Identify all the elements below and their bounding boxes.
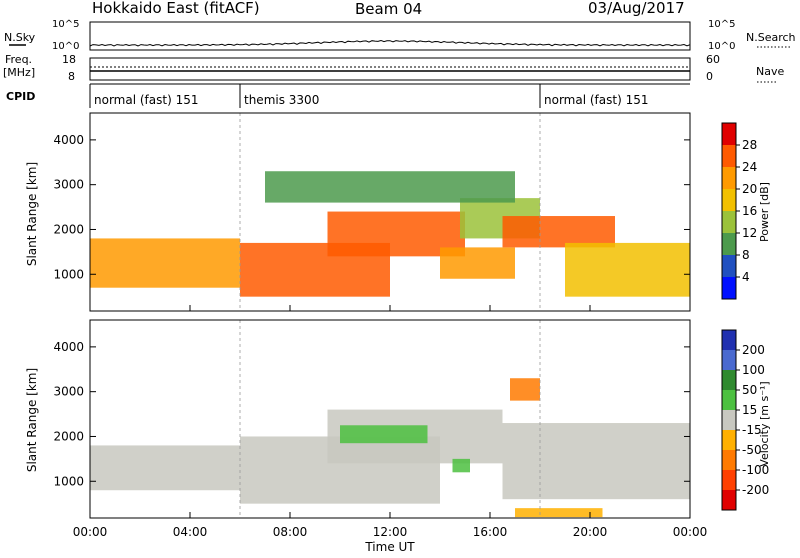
heatmap-cell xyxy=(502,216,615,248)
colorbar-swatch xyxy=(722,277,736,299)
x-tick-label: 08:00 xyxy=(273,525,308,539)
power-heatmap xyxy=(90,113,690,311)
colorbar-swatch xyxy=(722,470,736,490)
x-tick-label: 00:00 xyxy=(73,525,108,539)
nave-label: Nave xyxy=(756,65,784,78)
heatmap-cell xyxy=(565,242,690,297)
x-ticks: 00:00 04:00 08:00 12:00 16:00 20:00 00:00 xyxy=(73,305,708,539)
velocity-y-axis-label: Slant Range [km] xyxy=(25,368,39,472)
nave-tick-bottom: 0 xyxy=(706,70,713,83)
colorbar-tick-label: 12 xyxy=(742,226,757,240)
freq-label: Freq. xyxy=(5,53,32,66)
power-y-axis-label: Slant Range [km] xyxy=(25,162,39,266)
heatmap-cell xyxy=(90,445,240,491)
x-tick-label: 20:00 xyxy=(573,525,608,539)
colorbar-swatch xyxy=(722,255,736,277)
velocity-colorbar: 200 100 50 15 -15 -50 -100 -200 xyxy=(721,329,769,511)
y-tick-label: 2000 xyxy=(53,222,84,236)
colorbar-swatch xyxy=(722,189,736,211)
colorbar-swatch xyxy=(722,145,736,167)
colorbar-tick-label: 24 xyxy=(742,160,757,174)
colorbar-tick-label: 15 xyxy=(742,403,757,417)
colorbar-tick-label: -50 xyxy=(742,443,762,457)
colorbar-tick-label: 16 xyxy=(742,204,757,218)
colorbar-swatch xyxy=(722,490,736,510)
y-tick-label: 1000 xyxy=(53,267,84,281)
freq-panel xyxy=(89,57,691,81)
x-tick-label: 12:00 xyxy=(373,525,408,539)
heatmap-cell xyxy=(265,171,515,203)
colorbar-frame xyxy=(721,329,737,511)
colorbar-swatch xyxy=(722,123,736,145)
colorbar-swatch xyxy=(722,167,736,189)
colorbar-tick-label: 20 xyxy=(742,182,757,196)
y-tick-label: 3000 xyxy=(53,178,84,192)
colorbar-tick-label: -100 xyxy=(742,463,769,477)
x-tick-label: 16:00 xyxy=(473,525,508,539)
date-title: 03/Aug/2017 xyxy=(588,0,685,17)
noise-tick-right-top: 10^5 xyxy=(708,19,735,30)
heatmap-cell xyxy=(440,247,515,279)
colorbar-swatch xyxy=(722,211,736,233)
y-tick-label: 2000 xyxy=(53,429,84,443)
cpid-segment-label: themis 3300 xyxy=(244,93,319,107)
x-tick-label: 04:00 xyxy=(173,525,208,539)
cpid-segment-label: normal (fast) 151 xyxy=(94,93,198,107)
y-tick-label: 1000 xyxy=(53,474,84,488)
power-colorbar-title: Power [dB] xyxy=(758,182,771,242)
y-tick-label: 4000 xyxy=(53,340,84,354)
noise-tick-left-top: 10^5 xyxy=(52,19,79,30)
heatmap-cell xyxy=(90,238,240,288)
colorbar-swatch xyxy=(722,390,736,410)
colorbar-swatch xyxy=(722,233,736,255)
heatmap-cell xyxy=(340,425,428,444)
beam-title: Beam 04 xyxy=(355,0,422,18)
colorbar-swatch xyxy=(722,330,736,350)
nsearch-label: N.Search xyxy=(746,31,796,44)
colorbar-swatch xyxy=(722,450,736,470)
colorbar-swatch xyxy=(722,350,736,370)
nave-tick-top: 60 xyxy=(706,53,720,66)
cpid-bar: normal (fast) 151 themis 3300 normal (fast… xyxy=(89,83,690,108)
noise-panel xyxy=(89,21,691,51)
velocity-heatmap xyxy=(90,320,690,518)
heatmap-cell xyxy=(515,508,603,518)
noise-trace xyxy=(89,39,691,47)
colorbar-swatch xyxy=(722,410,736,430)
colorbar-tick-label: -15 xyxy=(742,423,762,437)
colorbar-swatch xyxy=(722,370,736,390)
heatmap-cell xyxy=(502,423,690,500)
freq-tick-bottom: 8 xyxy=(68,70,75,83)
noise-tick-right-bottom: 10^0 xyxy=(708,41,735,52)
power-colorbar: 28 24 20 16 12 8 4 xyxy=(721,122,757,300)
nsky-label: N.Sky xyxy=(4,31,36,44)
freq-tick-top: 18 xyxy=(62,53,76,66)
y-tick-label: 3000 xyxy=(53,385,84,399)
heatmap-cell xyxy=(510,378,540,401)
freq-unit-label: [MHz] xyxy=(3,66,35,79)
x-tick-label: 00:00 xyxy=(673,525,708,539)
x-axis-label: Time UT xyxy=(364,540,415,554)
cpid-label: CPID xyxy=(6,90,35,103)
colorbar-tick-label: -200 xyxy=(742,483,769,497)
colorbar-tick-label: 100 xyxy=(742,363,765,377)
noise-tick-left-bottom: 10^0 xyxy=(52,41,79,52)
y-tick-label: 4000 xyxy=(53,133,84,147)
cpid-segment-label: normal (fast) 151 xyxy=(544,93,648,107)
colorbar-tick-label: 28 xyxy=(742,138,757,152)
station-title: Hokkaido East (fitACF) xyxy=(92,0,260,17)
colorbar-tick-label: 50 xyxy=(742,383,757,397)
colorbar-swatch xyxy=(722,430,736,450)
velocity-colorbar-title: Velocity [m s⁻¹] xyxy=(758,381,771,466)
heatmap-cell xyxy=(452,458,470,473)
y-ticks: 1000 2000 3000 4000 1000 2000 3000 4000 xyxy=(53,133,690,488)
colorbar-tick-label: 4 xyxy=(742,270,750,284)
colorbar-tick-label: 8 xyxy=(742,248,750,262)
colorbar-tick-label: 200 xyxy=(742,343,765,357)
